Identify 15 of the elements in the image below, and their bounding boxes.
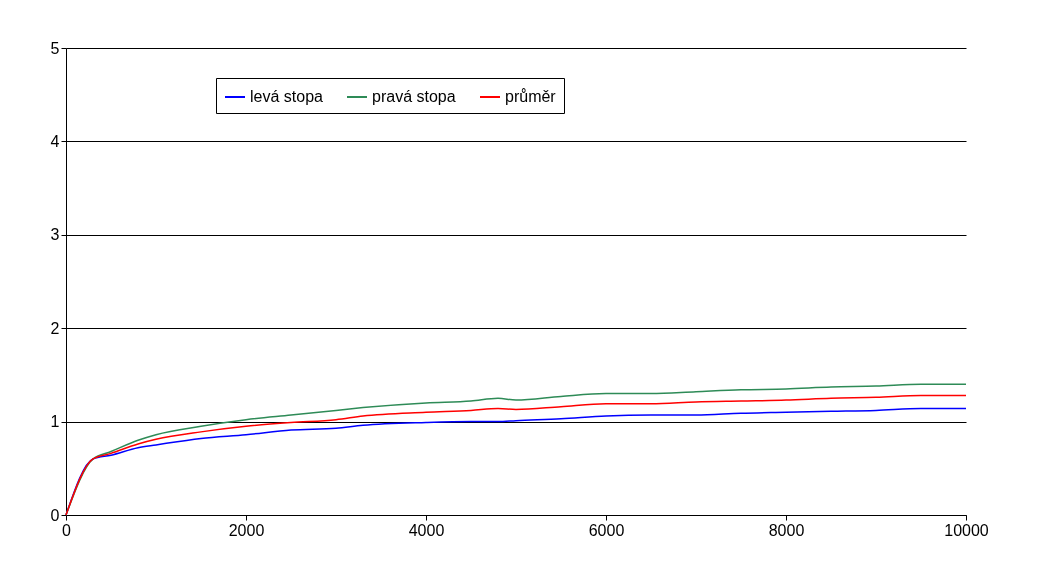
y-tick-label: 1	[50, 413, 60, 431]
y-tick-label: 5	[50, 39, 60, 57]
legend-label: průměr	[505, 88, 557, 105]
x-tick-label: 8000	[768, 521, 805, 539]
x-tick-label: 10000	[944, 521, 989, 539]
legend-label: pravá stopa	[372, 88, 456, 105]
y-tick-label: 4	[50, 132, 60, 150]
legend-label: levá stopa	[250, 88, 324, 105]
x-tick-label: 6000	[588, 521, 625, 539]
x-tick-label: 2000	[228, 521, 265, 539]
x-tick-label: 0	[62, 521, 72, 539]
x-tick-label: 4000	[408, 521, 445, 539]
y-tick-label: 3	[50, 226, 60, 244]
y-tick-label: 2	[50, 319, 60, 337]
y-tick-label: 0	[50, 506, 60, 524]
